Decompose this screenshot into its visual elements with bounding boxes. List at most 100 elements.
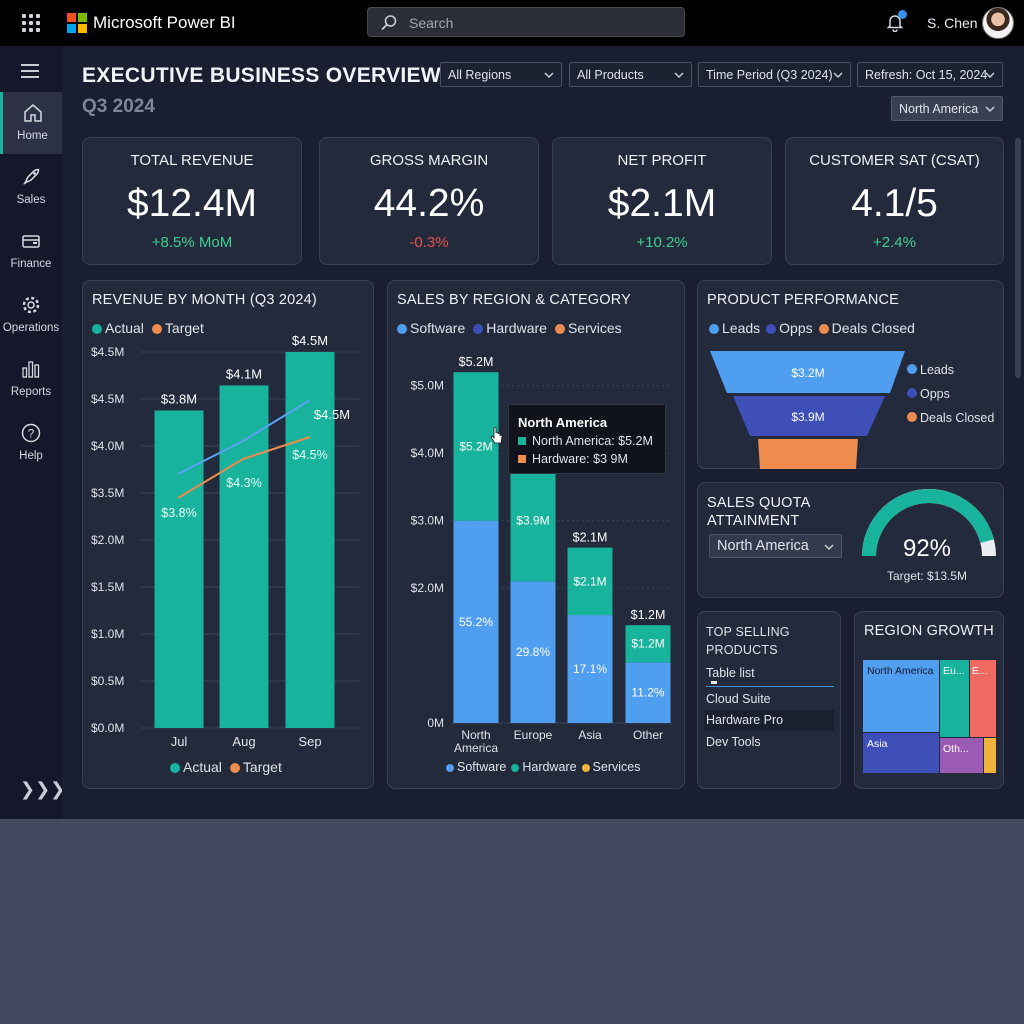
chart-legend: Software Hardware Services [397,320,630,336]
funnel-stage-leads [710,351,905,393]
list-item[interactable]: Cloud Suite [706,692,771,706]
revenue-by-month-card[interactable]: REVENUE BY MONTH (Q3 2024) Actual Target … [82,280,374,789]
data-label: 29.8% [516,645,550,659]
y-tick-label: 0M [427,716,444,730]
legend-item-services[interactable]: Services [554,320,622,336]
filter-regions-dropdown[interactable]: All Regions [440,62,562,87]
y-tick-label: $4.0M [411,446,444,460]
legend-item-leads[interactable]: Leads [709,320,760,336]
app-title: Microsoft Power BI [93,13,236,32]
legend-item-software[interactable]: Software [397,320,465,336]
y-tick-label: $5.0M [411,379,444,393]
list-item[interactable]: Hardware Pro [706,713,784,727]
app-launcher-icon[interactable] [22,14,40,32]
legend-item-actual[interactable]: Actual [170,759,222,775]
list-divider [706,686,834,687]
list-item[interactable]: Table list [706,666,755,680]
chart-legend: Actual Target [92,320,212,336]
kpi-card-csat[interactable]: CUSTOMER SAT (CSAT) 4.1/5 +2.4% [785,137,1004,265]
y-tick-label: $3.0M [411,514,444,528]
quota-gauge: 92% Target: $13.5M [862,489,996,583]
legend-item-hardware[interactable]: Hardware [473,320,547,336]
region-select-dropdown[interactable]: North America [891,96,1003,121]
sidebar-item-label: Finance [10,258,52,270]
chevron-down-icon [985,72,995,78]
search-input[interactable]: Search [409,15,454,31]
menu-icon[interactable] [21,64,39,82]
kpi-label: CUSTOMER SAT (CSAT) [809,152,980,169]
legend-item-opps[interactable]: Opps [766,320,813,336]
sidebar-item-label: Sales [16,194,46,206]
y-tick-label: $0.5M [91,674,124,688]
y-tick-label: $2.0M [91,533,124,547]
kpi-card-gross-margin[interactable]: GROSS MARGIN 44.2% -0.3% [319,137,539,265]
kpi-change: +2.4% [873,234,916,251]
chevron-down-icon [544,72,554,78]
legend-item-actual[interactable]: Actual [92,320,144,336]
region-select-value: North America [899,102,979,116]
sidebar-item-home[interactable]: Home [0,92,62,154]
sidebar-item-label: Help [19,450,43,462]
bar-software-2 [567,615,613,723]
revenue-chart: $0.0M $0.5M $1.0M $1.5M $2.0M $3.5M $4.0M $4.5M… [91,333,359,749]
target-line [177,436,311,499]
refresh-dropdown[interactable]: Refresh: Oct 15, 2024 [857,62,1003,87]
legend-item-target[interactable]: Target [229,759,282,775]
product-performance-card[interactable]: PRODUCT PERFORMANCE Leads Opps Deals Close… [697,280,1004,469]
data-label: 17.1% [573,662,607,676]
chevron-down-icon [985,106,995,112]
filter-period-dropdown[interactable]: Time Period (Q3 2024) [698,62,851,87]
chart-legend-bottom: Software Hardware Services [446,760,648,774]
top-products-card[interactable]: TOP SELLING PRODUCTS Table list Cloud Sui… [697,611,841,789]
region-growth-card[interactable]: REGION GROWTH North America Eu... E... A… [854,611,1004,789]
legend-item-hardware[interactable]: Hardware [511,760,577,774]
funnel-legend: Leads Opps Deals Closed [709,320,923,336]
funnel-stage-opps [733,396,885,436]
filter-products-value: All Products [577,68,644,82]
chevron-down-icon [833,72,843,78]
total-label: $1.2M [631,608,666,622]
legend-item-target[interactable]: Target [151,320,204,336]
y-tick-label: $1.0M [91,627,124,641]
kpi-value: 44.2% [373,182,485,225]
sidebar-item-operations[interactable]: Operations [0,284,62,346]
data-label: 11.2% [631,686,664,700]
sidebar-item-help[interactable]: ? Help [0,412,62,474]
user-name[interactable]: S. Chen [927,15,978,31]
treemap-label: Eu... [943,665,965,677]
sidebar-item-reports[interactable]: Reports [0,348,62,410]
filter-products-dropdown[interactable]: All Products [569,62,692,87]
notification-bell-icon[interactable] [885,10,907,37]
bar-hardware-3 [625,625,671,663]
kpi-card-net-profit[interactable]: NET PROFIT $2.1M +10.2% [552,137,772,265]
legend-item-deals-closed[interactable]: Deals Closed [818,320,915,336]
svg-text:?: ? [28,427,35,441]
legend-item-services[interactable]: Services [581,760,640,774]
quota-region-dropdown[interactable]: North America [709,534,842,558]
y-tick-label: $4.5M [91,392,124,406]
kpi-card-total-revenue[interactable]: TOTAL REVENUE $12.4M +8.5% MoM [82,137,302,265]
sidebar-item-finance[interactable]: Finance [0,220,62,282]
search-box[interactable]: Search [367,7,685,37]
avatar[interactable] [982,7,1014,39]
legend-item-software[interactable]: Software [446,760,506,774]
data-label: $5.2M [459,439,492,453]
y-tick-label: $2.0M [411,581,444,595]
sales-by-region-card[interactable]: SALES BY REGION & CATEGORY Software Hardw… [387,280,685,789]
kpi-label: NET PROFIT [617,152,707,169]
list-marker [711,681,717,684]
bar-software-3 [625,662,671,723]
search-icon [381,15,397,31]
x-tick-label: Asia [578,728,602,742]
bar-jul [154,410,204,728]
trend-line [177,399,311,475]
refresh-value: Refresh: Oct 15, 2024 [865,68,988,82]
sidebar-item-sales[interactable]: Sales [0,156,62,218]
list-item[interactable]: Dev Tools [706,735,761,749]
bar-chart-icon [22,361,40,378]
vertical-scrollbar[interactable] [1015,138,1021,378]
funnel-side-legend: Deals Closed [920,411,994,425]
expand-chevrons-icon[interactable]: ❯❯❯ [20,779,66,799]
sales-quota-card[interactable]: SALES QUOTA ATTAINMENT North America 92% … [697,482,1004,598]
list-row-highlight [704,710,834,731]
